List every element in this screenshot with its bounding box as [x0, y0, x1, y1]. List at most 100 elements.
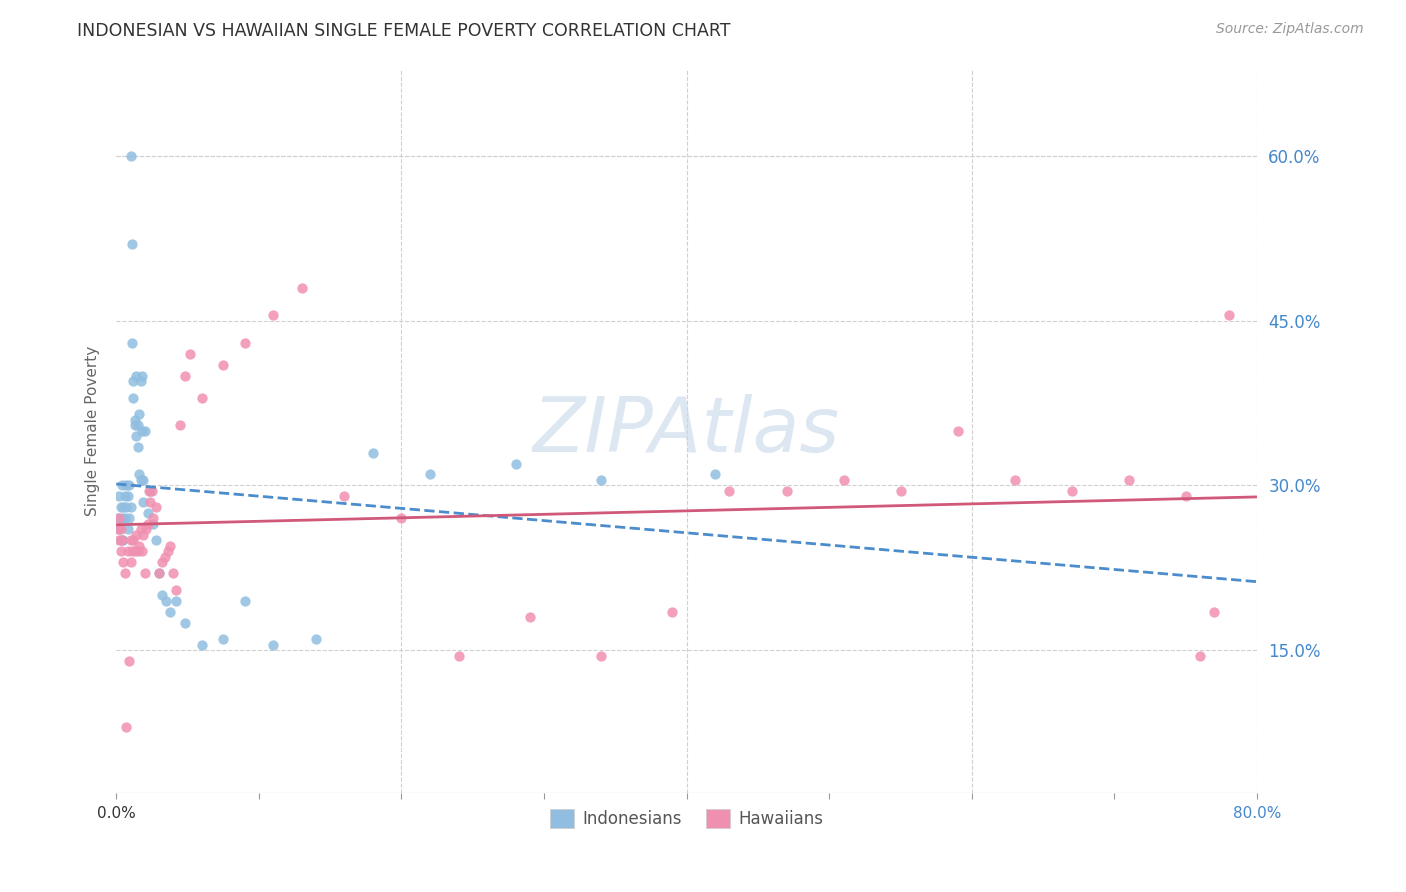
Point	[131, 544, 153, 558]
Point	[505, 457, 527, 471]
Point	[165, 582, 187, 597]
Point	[134, 424, 156, 438]
Point	[159, 539, 181, 553]
Text: INDONESIAN VS HAWAIIAN SINGLE FEMALE POVERTY CORRELATION CHART: INDONESIAN VS HAWAIIAN SINGLE FEMALE POV…	[77, 22, 731, 40]
Point	[131, 424, 153, 438]
Point	[946, 424, 969, 438]
Point	[132, 495, 155, 509]
Point	[135, 522, 157, 536]
Point	[173, 615, 195, 630]
Point	[145, 533, 167, 548]
Point	[132, 473, 155, 487]
Point	[110, 533, 132, 548]
Point	[153, 549, 176, 564]
Point	[134, 566, 156, 581]
Point	[117, 490, 139, 504]
Point	[890, 483, 912, 498]
Point	[127, 440, 149, 454]
Point	[125, 429, 148, 443]
Point	[138, 483, 160, 498]
Point	[1204, 605, 1226, 619]
Point	[131, 368, 153, 383]
Point	[118, 654, 141, 668]
Point	[121, 237, 143, 252]
Point	[661, 605, 683, 619]
Point	[124, 544, 146, 558]
Text: Source: ZipAtlas.com: Source: ZipAtlas.com	[1216, 22, 1364, 37]
Point	[125, 528, 148, 542]
Point	[122, 374, 145, 388]
Point	[139, 495, 162, 509]
Point	[519, 610, 541, 624]
Point	[118, 511, 141, 525]
Point	[233, 593, 256, 607]
Point	[114, 566, 136, 581]
Point	[124, 412, 146, 426]
Point	[120, 500, 142, 515]
Point	[165, 593, 187, 607]
Point	[141, 483, 163, 498]
Point	[112, 555, 135, 569]
Point	[162, 566, 184, 581]
Point	[108, 490, 131, 504]
Text: ZIPAtlas: ZIPAtlas	[533, 393, 841, 467]
Point	[212, 358, 235, 372]
Point	[122, 533, 145, 548]
Point	[111, 478, 134, 492]
Point	[1060, 483, 1083, 498]
Point	[173, 368, 195, 383]
Point	[118, 478, 141, 492]
Point	[447, 648, 470, 663]
Point	[361, 445, 384, 459]
Point	[132, 528, 155, 542]
Point	[136, 516, 159, 531]
Point	[115, 720, 138, 734]
Point	[391, 511, 413, 525]
Point	[114, 490, 136, 504]
Y-axis label: Single Female Poverty: Single Female Poverty	[86, 345, 100, 516]
Point	[114, 511, 136, 525]
Point	[148, 566, 170, 581]
Point	[108, 533, 131, 548]
Point	[1118, 473, 1140, 487]
Point	[591, 648, 613, 663]
Point	[129, 522, 152, 536]
Point	[128, 467, 150, 482]
Point	[117, 522, 139, 536]
Legend: Indonesians, Hawaiians: Indonesians, Hawaiians	[544, 803, 830, 835]
Point	[191, 638, 214, 652]
Point	[155, 593, 177, 607]
Point	[112, 500, 135, 515]
Point	[1218, 309, 1240, 323]
Point	[1174, 490, 1197, 504]
Point	[179, 347, 201, 361]
Point	[262, 309, 284, 323]
Point	[150, 555, 173, 569]
Point	[775, 483, 797, 498]
Point	[129, 473, 152, 487]
Point	[145, 500, 167, 515]
Point	[191, 391, 214, 405]
Point	[128, 407, 150, 421]
Point	[111, 533, 134, 548]
Point	[120, 555, 142, 569]
Point	[305, 632, 328, 646]
Point	[262, 638, 284, 652]
Point	[159, 605, 181, 619]
Point	[120, 149, 142, 163]
Point	[233, 335, 256, 350]
Point	[127, 544, 149, 558]
Point	[291, 281, 314, 295]
Point	[125, 368, 148, 383]
Point	[107, 511, 129, 525]
Point	[122, 391, 145, 405]
Point	[136, 506, 159, 520]
Point	[704, 467, 727, 482]
Point	[419, 467, 441, 482]
Point	[1004, 473, 1026, 487]
Point	[142, 511, 165, 525]
Point	[150, 588, 173, 602]
Point	[124, 418, 146, 433]
Point	[108, 511, 131, 525]
Point	[120, 533, 142, 548]
